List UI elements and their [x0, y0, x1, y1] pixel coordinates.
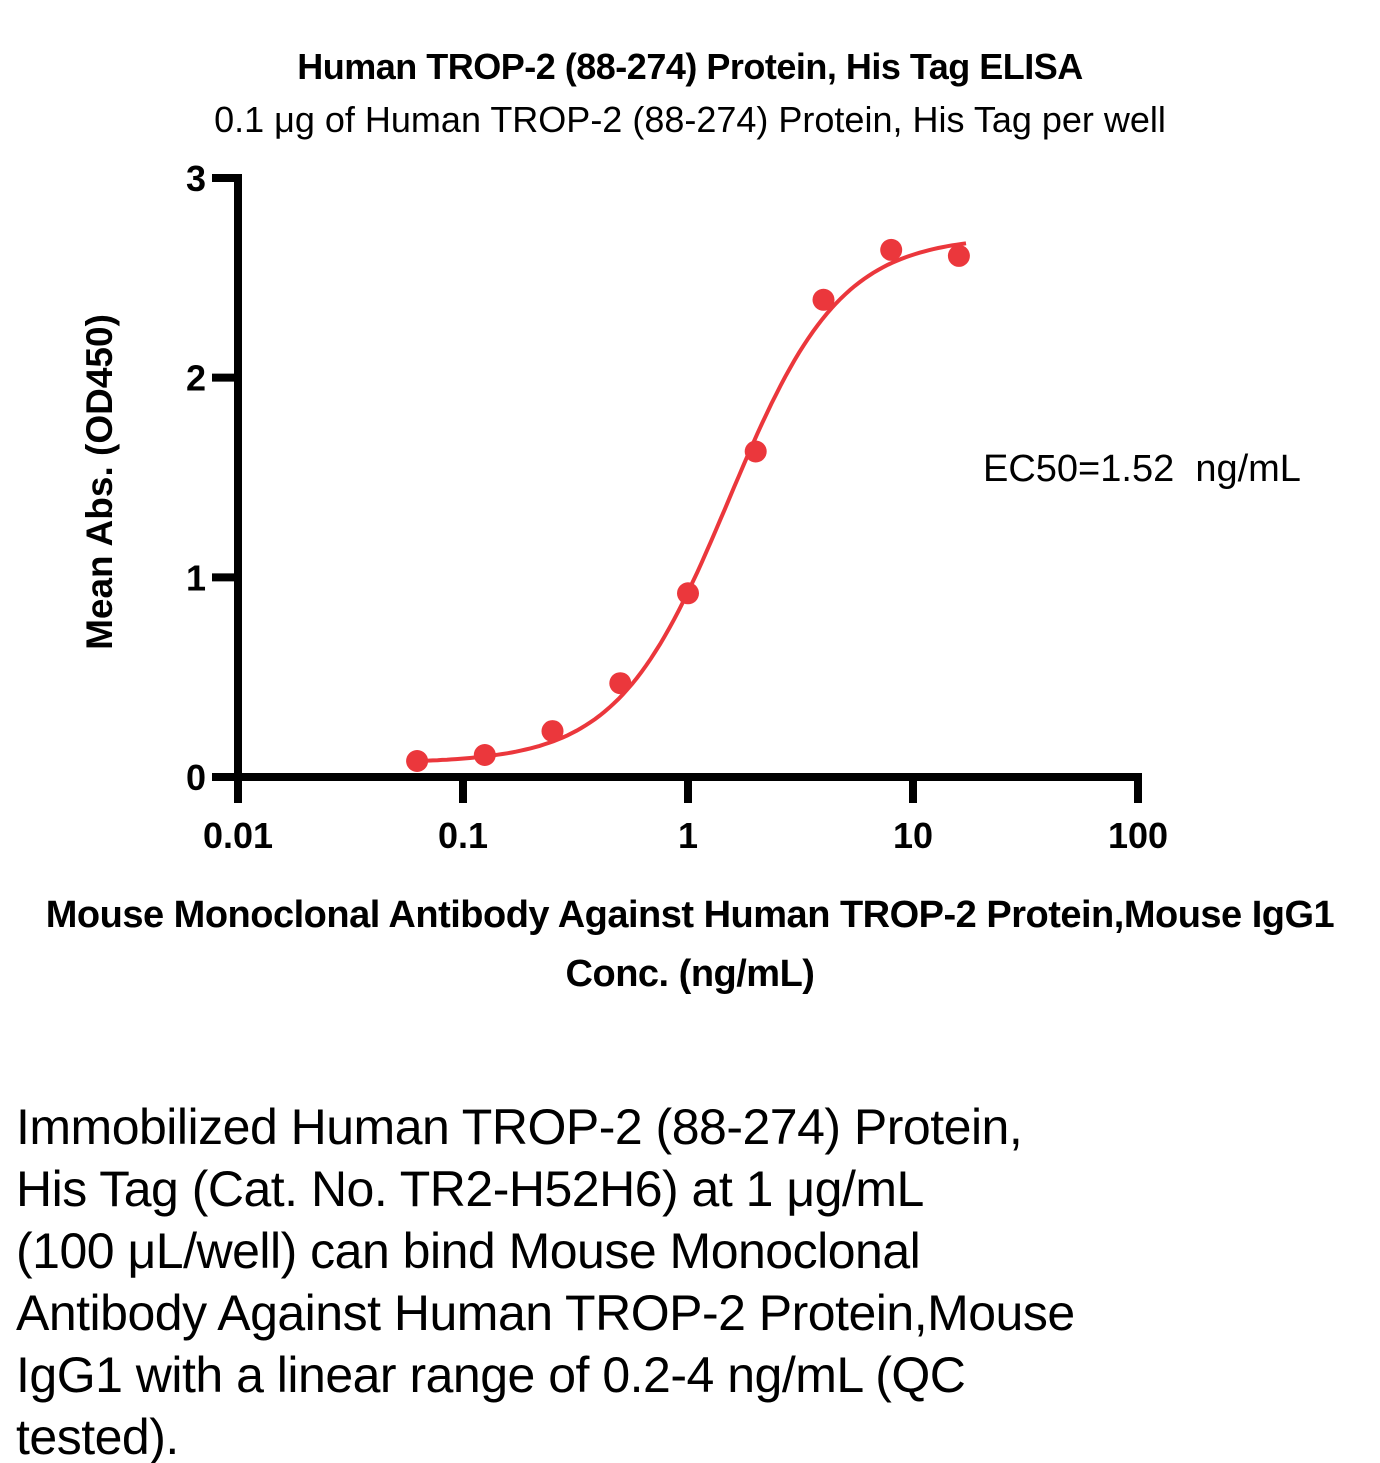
- caption-line-3: (100 μL/well) can bind Mouse Monoclonal: [16, 1223, 921, 1279]
- x-tick-label-0.01: 0.01: [203, 815, 273, 856]
- y-tick-label-2: 2: [186, 358, 206, 399]
- caption-line-6: tested).: [16, 1409, 179, 1463]
- x-axis-title-line-1: Mouse Monoclonal Antibody Against Human …: [45, 894, 1335, 936]
- data-point-2: [541, 720, 564, 743]
- x-tick-label-0.1: 0.1: [438, 815, 488, 856]
- data-point-8: [947, 244, 970, 267]
- caption-line-4: Antibody Against Human TROP-2 Protein,Mo…: [16, 1285, 1075, 1341]
- y-axis-title: Mean Abs. (OD450): [79, 314, 120, 650]
- figure-caption: Immobilized Human TROP-2 (88-274) Protei…: [16, 1096, 1371, 1463]
- y-tick-label-3: 3: [186, 158, 206, 199]
- fit-curve: [409, 241, 967, 764]
- x-tick-label-10: 10: [893, 815, 933, 856]
- caption-line-2: His Tag (Cat. No. TR2-H52H6) at 1 μg/mL: [16, 1161, 924, 1217]
- y-tick-label-1: 1: [186, 557, 206, 598]
- caption-line-5: IgG1 with a linear range of 0.2-4 ng/mL …: [16, 1347, 966, 1403]
- data-point-7: [880, 238, 903, 261]
- x-axis-title: Mouse Monoclonal Antibody Against Human …: [0, 886, 1380, 1004]
- caption-line-1: Immobilized Human TROP-2 (88-274) Protei…: [16, 1099, 1023, 1155]
- y-tick-label-0: 0: [186, 757, 206, 798]
- data-point-1: [473, 744, 496, 766]
- x-axis-title-line-2: Conc. (ng/mL): [565, 953, 815, 995]
- data-point-3: [609, 672, 632, 695]
- ec50-annotation: EC50=1.52 ng/mL: [983, 448, 1301, 490]
- chart-subtitle: 0.1 μg of Human TROP-2 (88-274) Protein,…: [214, 99, 1166, 140]
- data-point-0: [406, 750, 429, 772]
- data-point-4: [677, 582, 699, 605]
- dose-response-plot: 0 1 2 3 0.01 0.1 1 10 100: [186, 158, 1168, 856]
- data-point-6: [812, 288, 835, 311]
- data-point-5: [744, 440, 767, 463]
- x-tick-label-1: 1: [678, 815, 698, 856]
- x-tick-label-100: 100: [1108, 815, 1168, 856]
- chart-title: Human TROP-2 (88-274) Protein, His Tag E…: [297, 46, 1083, 87]
